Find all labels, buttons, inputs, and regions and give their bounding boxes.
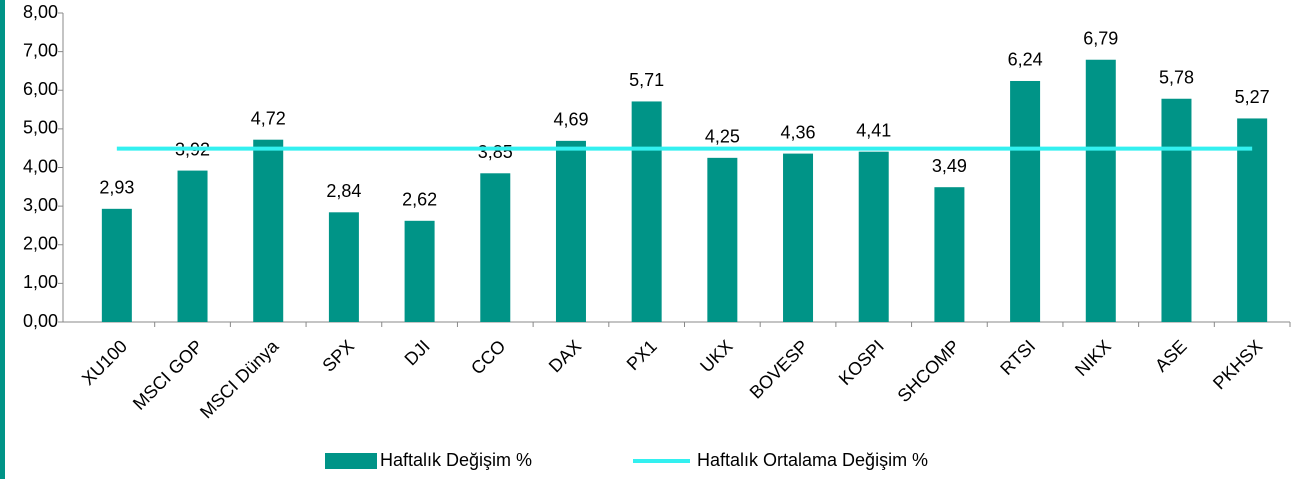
y-tick-label: 3,00 [23,195,58,215]
legend-swatch [325,453,377,469]
data-label: 2,93 [99,178,134,198]
x-tick-label: MSCI Dünya [196,335,283,422]
data-label: 5,71 [629,70,664,90]
side-strip [0,0,5,479]
y-tick-label: 8,00 [23,2,58,22]
y-tick-label: 2,00 [23,234,58,254]
x-tick-label: BOVESP [746,336,812,402]
data-label: 6,24 [1008,50,1043,70]
data-label: 5,27 [1235,87,1270,107]
bar [555,140,586,322]
legend-label: Haftalık Değişim % [380,450,532,470]
data-label: 6,79 [1083,28,1118,48]
bar [783,153,814,322]
bar [177,170,208,322]
y-tick-label: 5,00 [23,118,58,138]
bar [1161,98,1192,322]
bar [707,157,738,322]
x-tick-label: ASE [1151,336,1191,376]
data-label: 2,84 [326,181,361,201]
x-tick-label: DJI [401,336,434,369]
bar [631,101,662,322]
data-label: 4,72 [251,108,286,128]
x-tick-label: SHCOMP [894,336,964,406]
x-tick-label: MSCI GOP [129,336,207,414]
bar [101,208,132,322]
y-tick-label: 7,00 [23,40,58,60]
x-tick-label: UKX [696,336,736,376]
x-tick-label: NIKX [1071,336,1115,380]
x-tick-label: CCO [467,336,509,378]
x-tick-label: DAX [545,336,585,376]
bar [1085,59,1116,323]
y-tick-label: 0,00 [23,311,58,331]
x-tick-label: KOSPI [835,336,888,389]
bar [328,212,359,322]
y-tick-label: 1,00 [23,272,58,292]
bar [1237,118,1268,322]
data-label: 4,36 [781,122,816,142]
data-label: 5,78 [1159,67,1194,87]
bar [858,151,889,322]
x-tick-label: SPX [318,336,358,376]
bar [253,139,284,322]
data-label: 4,41 [856,120,891,140]
data-label: 4,25 [705,127,740,147]
data-label: 2,62 [402,190,437,210]
data-label: 3,49 [932,156,967,176]
data-label: 3,85 [478,142,513,162]
x-tick-label: PKHSX [1209,336,1266,393]
bar [934,187,965,322]
legend-label: Haftalık Ortalama Değişim % [697,450,928,470]
y-tick-label: 6,00 [23,79,58,99]
y-tick-label: 4,00 [23,156,58,176]
data-label: 4,69 [553,110,588,130]
bar [480,173,511,322]
x-tick-label: XU100 [78,336,131,389]
x-tick-label: RTSI [996,336,1039,379]
x-tick-label: PX1 [623,336,661,374]
bar [404,220,435,322]
bar [1010,80,1041,322]
